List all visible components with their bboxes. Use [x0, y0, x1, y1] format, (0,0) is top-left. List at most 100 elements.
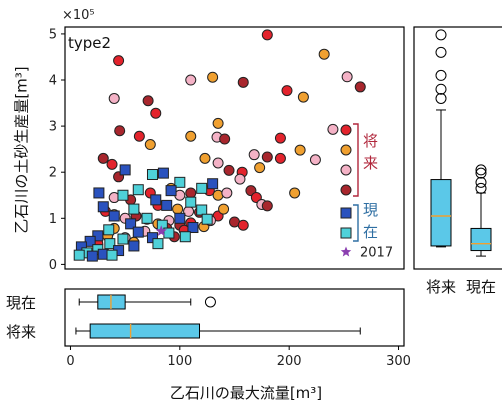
legend-marker-present — [340, 207, 352, 219]
scatter-point-future — [274, 132, 286, 144]
legend-label-present: 在 — [363, 223, 378, 241]
legend-label-future: 将 — [363, 132, 378, 150]
scatter-point-future — [274, 152, 286, 164]
legend-bracket-present — [353, 204, 359, 242]
scatter-point-future — [297, 91, 309, 103]
bottom-category-label: 現在 — [6, 294, 36, 312]
scatter-point-future — [185, 130, 197, 142]
scatter-point-present — [150, 194, 162, 206]
scatter-point-future — [172, 203, 184, 215]
scatter-point-future — [207, 71, 219, 83]
scatter-point-present — [132, 184, 144, 196]
scatter-point-future — [221, 187, 233, 199]
scatter-point-present — [174, 176, 186, 188]
scatter-point-future — [219, 133, 231, 145]
scatter-point-present — [125, 218, 137, 230]
scatter-point-future — [144, 139, 156, 151]
scatter-point-present — [73, 249, 85, 261]
scatter-point-future — [113, 55, 125, 67]
scatter-point-present — [201, 213, 213, 225]
y-tick-label: 3 — [49, 120, 57, 135]
scatter-point-future — [281, 85, 293, 97]
y-tick-label: 0 — [49, 258, 57, 273]
legend-marker-future — [340, 144, 352, 156]
scatter-point-present — [117, 189, 129, 201]
legend-marker-present — [340, 227, 352, 239]
right-category-label: 将来 — [426, 278, 456, 296]
scatter-point-present — [141, 212, 153, 224]
scatter-point-present — [108, 210, 120, 222]
box-flier — [475, 167, 487, 179]
scatter-point-2017 — [155, 225, 167, 237]
scatter-point-future — [234, 173, 246, 185]
box-flier — [475, 164, 487, 176]
scatter-point-present — [152, 238, 164, 250]
scatter-point-future — [133, 130, 145, 142]
scatter-point-future — [261, 151, 273, 163]
x-tick-label: 200 — [277, 354, 302, 369]
scatter-point-future — [106, 158, 118, 170]
scatter-point-future — [237, 76, 249, 88]
bottom-category-label: 将来 — [6, 323, 36, 341]
scatter-point-present — [104, 238, 116, 250]
scatter-point-future — [318, 48, 330, 60]
scatter-point-present — [161, 199, 173, 211]
scatter-point-future — [150, 107, 162, 119]
box-flier — [435, 46, 447, 58]
scatter-point-future — [108, 92, 120, 104]
box-flier — [475, 182, 487, 194]
x-tick-label: 100 — [167, 354, 192, 369]
legend-label-present: 現 — [363, 201, 378, 219]
scatter-point-future — [354, 81, 366, 93]
scatter-point-future — [254, 162, 266, 174]
box-flier — [435, 29, 447, 41]
scatter-point-future — [212, 117, 224, 129]
box-body — [89, 323, 201, 339]
scatter-point-present — [185, 196, 197, 208]
y-axis-label: 乙石川の土砂生産量[m³] — [13, 66, 31, 233]
legend-marker-future — [340, 184, 352, 196]
y-tick-label: 5 — [49, 27, 57, 42]
box-flier — [435, 92, 447, 104]
scatter-point-present — [146, 169, 158, 181]
y-tick-label: 4 — [49, 74, 57, 89]
legend-label-2017: 2017 — [360, 246, 393, 261]
legend-label-future: 来 — [363, 154, 378, 172]
scatter-point-present — [84, 235, 96, 247]
right-plot-frame — [413, 26, 502, 270]
main-plot-frame — [64, 26, 405, 270]
main-scatter-panel: 0 1 2 3 4 5 — [49, 26, 405, 273]
scatter-point-future — [114, 125, 126, 137]
scatter-point-future — [341, 71, 353, 83]
scatter-point-present — [93, 187, 105, 199]
scatter-point-future — [212, 157, 224, 169]
scatter-point-future — [261, 29, 273, 41]
scatter-point-present — [119, 164, 131, 176]
legend-marker-future — [340, 124, 352, 136]
scatter-point-future — [97, 152, 109, 164]
y-tick-label: 1 — [49, 212, 57, 227]
legend-marker-2017 — [340, 246, 352, 257]
scatter-point-present — [207, 178, 219, 190]
scatter-point-present — [92, 230, 104, 242]
scatter-point-future — [223, 164, 235, 176]
scatter-point-present — [103, 224, 115, 236]
box-flier — [435, 69, 447, 81]
scatter-point-future — [294, 144, 306, 156]
scatter-point-future — [185, 74, 197, 86]
scatter-point-present — [179, 231, 191, 243]
scatter-point-future — [185, 187, 197, 199]
scatter-point-present — [174, 212, 186, 224]
scatter-point-future — [309, 154, 321, 166]
x-tick-label: 0 — [66, 354, 74, 369]
scatter-point-present — [165, 185, 177, 197]
scatter-point-present — [86, 250, 98, 262]
scatter-point-present — [157, 167, 169, 179]
scatter-point-present — [187, 222, 199, 234]
scatter-point-present — [97, 201, 109, 213]
scatter-point-present — [196, 204, 208, 216]
scatter-point-future — [237, 219, 249, 231]
